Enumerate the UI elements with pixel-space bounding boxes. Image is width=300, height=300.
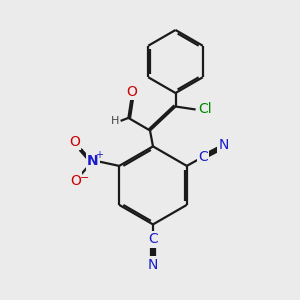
Text: N: N [218,138,229,152]
Text: O: O [126,85,137,99]
Text: C: C [198,150,208,164]
Text: O: O [69,135,80,149]
Text: Cl: Cl [199,103,212,116]
Text: C: C [148,232,158,246]
Text: −: − [80,173,90,184]
Text: O: O [70,174,81,188]
Text: H: H [111,116,119,126]
Text: N: N [87,154,99,168]
Text: N: N [148,258,158,272]
Text: +: + [95,150,104,160]
